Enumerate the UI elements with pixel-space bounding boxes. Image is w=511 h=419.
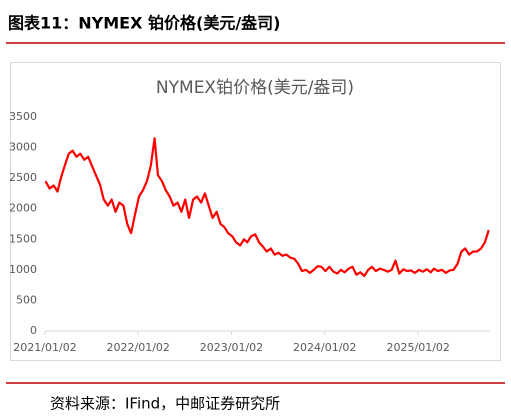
- y-tick-label: 500: [16, 293, 37, 306]
- source-note: 资料来源：IFind，中邮证券研究所: [50, 395, 280, 413]
- y-tick-label: 0: [30, 324, 37, 337]
- chart-title: NYMEX铂价格(美元/盎司): [156, 78, 354, 98]
- x-tick-label: 2021/01/02: [13, 341, 76, 354]
- y-tick-label: 1000: [9, 263, 37, 276]
- x-tick-label: 2023/01/02: [200, 341, 263, 354]
- price-line: [44, 137, 490, 278]
- x-tick-label: 2022/01/02: [107, 341, 170, 354]
- figure-header: 图表11：NYMEX 铂价格(美元/盎司): [8, 14, 280, 33]
- y-tick-label: 3000: [9, 141, 37, 154]
- x-tick-label: 2025/01/02: [387, 341, 450, 354]
- y-tick-label: 2000: [9, 202, 37, 215]
- y-tick-label: 3500: [9, 110, 37, 123]
- chart-frame: [10, 62, 501, 361]
- x-tick-label: 2024/01/02: [293, 341, 356, 354]
- y-tick-label: 2500: [9, 171, 37, 184]
- y-tick-label: 1500: [9, 232, 37, 245]
